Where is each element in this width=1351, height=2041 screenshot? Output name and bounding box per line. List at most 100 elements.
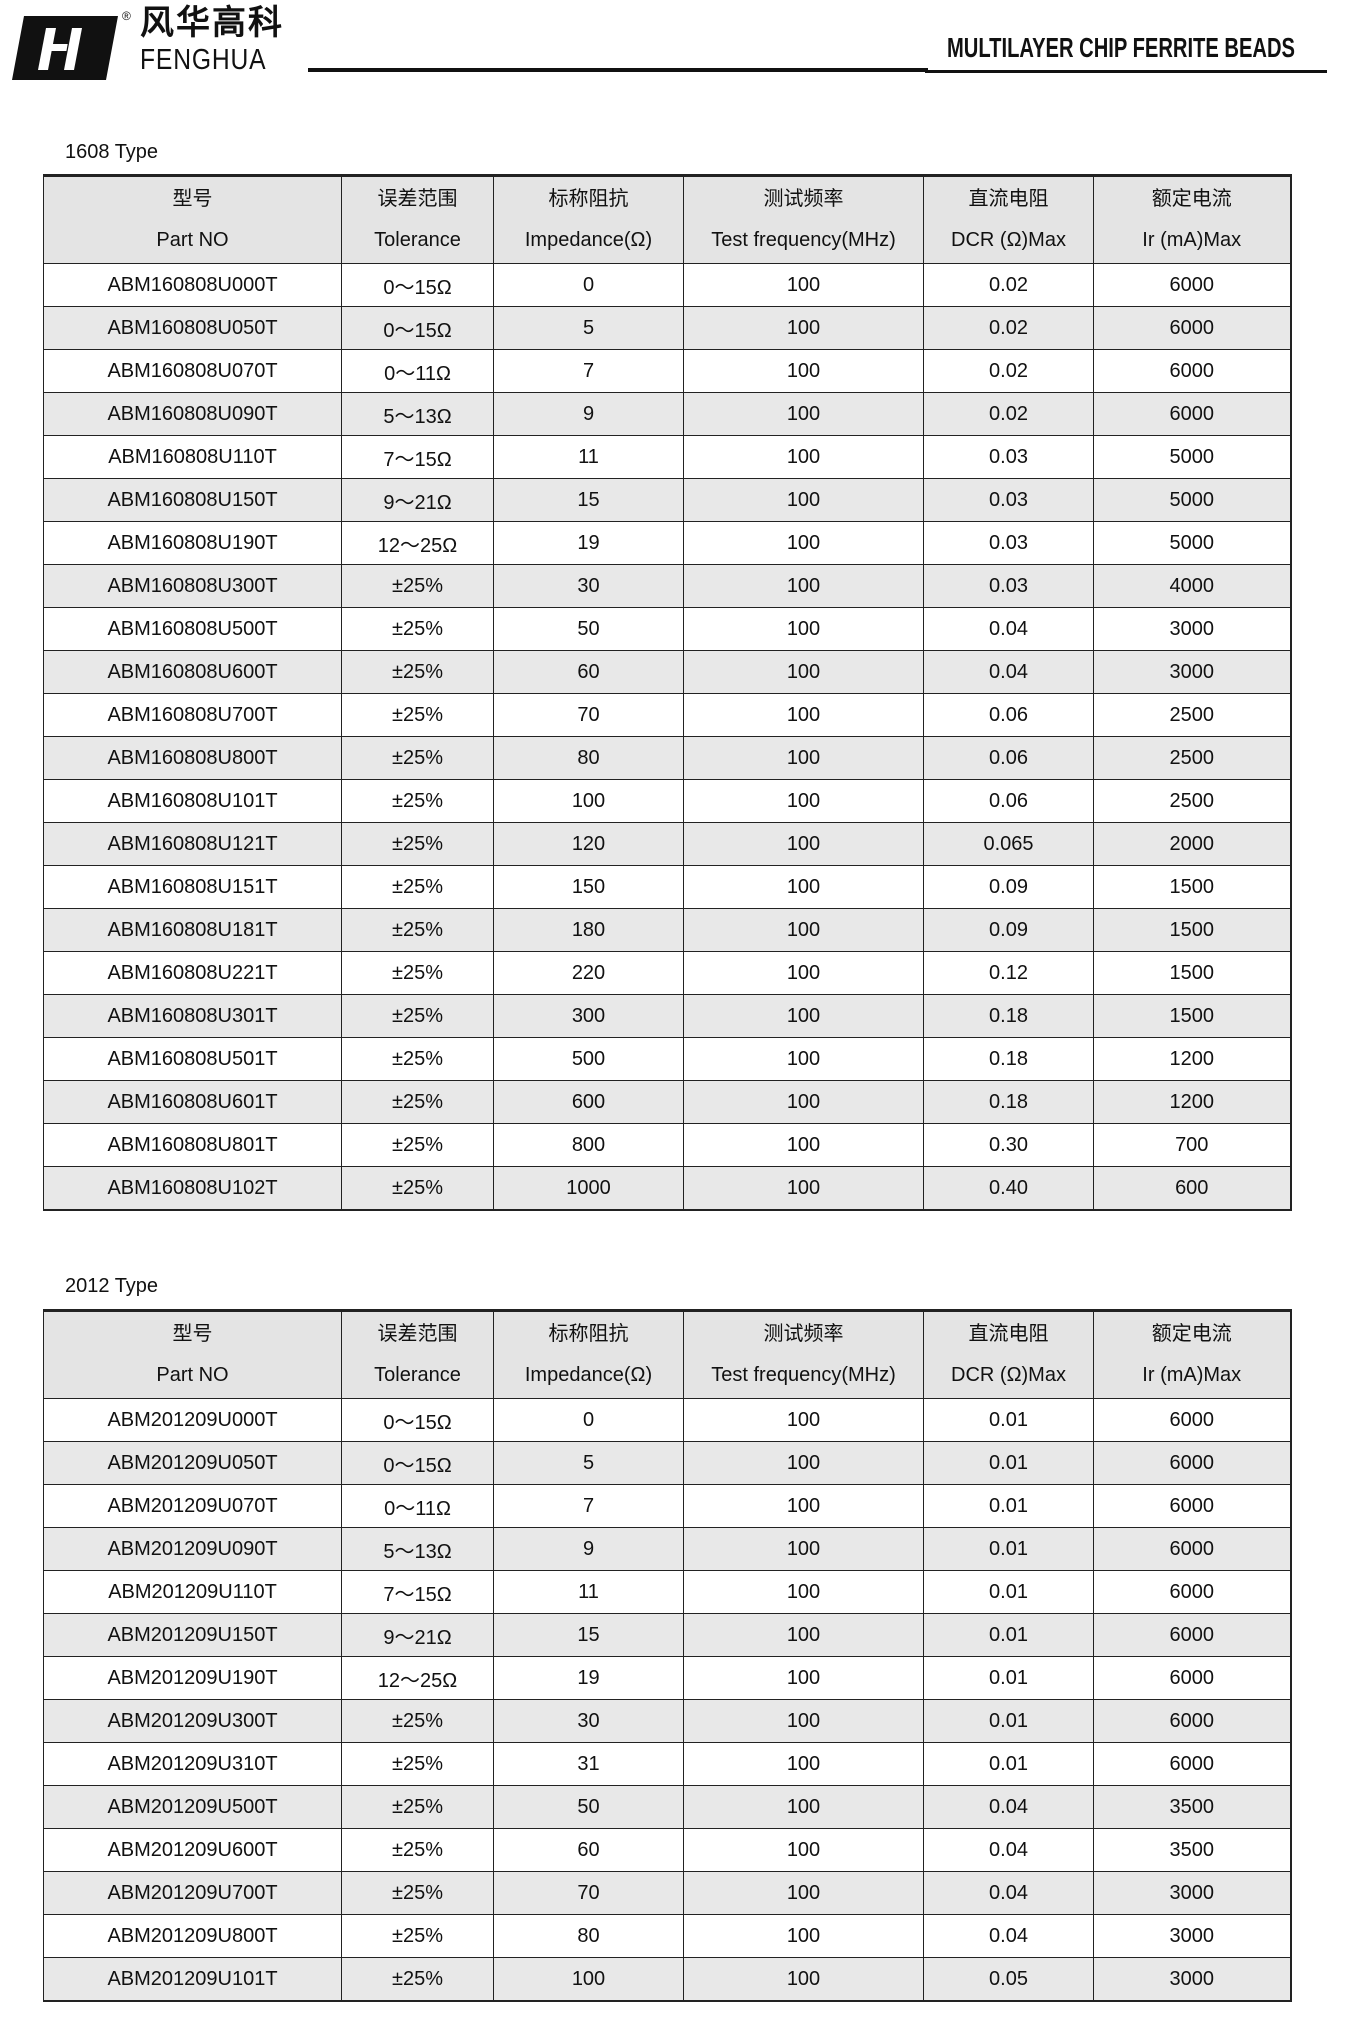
- cell-impedance: 70: [493, 693, 684, 737]
- cell-part-no: ABM201209U190T: [43, 1656, 342, 1700]
- cell-impedance: 80: [493, 736, 684, 780]
- table-row: ABM160808U101T ±25% 100 100 0.06 2500: [43, 779, 1292, 823]
- spec-table-2012: 型号 Part NO 误差范围 Tolerance 标称阻抗 Impedance(Ω) 测试…: [43, 1309, 1292, 2002]
- cell-impedance: 80: [493, 1914, 684, 1958]
- cell-test-frequency: 100: [683, 564, 924, 608]
- column-header-impedance: 标称阻抗 Impedance(Ω): [493, 1309, 684, 1399]
- table-row: ABM160808U500T ±25% 50 100 0.04 3000: [43, 607, 1292, 651]
- table-row: ABM160808U151T ±25% 150 100 0.09 1500: [43, 865, 1292, 909]
- cell-part-no: ABM160808U601T: [43, 1080, 342, 1124]
- cell-tolerance: ±25%: [341, 822, 494, 866]
- cell-part-no: ABM201209U090T: [43, 1527, 342, 1571]
- cell-test-frequency: 100: [683, 478, 924, 522]
- spec-table-1608: 型号 Part NO 误差范围 Tolerance 标称阻抗 Impedance(Ω) 测试…: [43, 174, 1292, 1211]
- column-header-part-no: 型号 Part NO: [43, 1309, 342, 1399]
- cell-part-no: ABM201209U110T: [43, 1570, 342, 1614]
- column-header-dcr: 直流电阻 DCR (Ω)Max: [923, 1309, 1094, 1399]
- header-row: 型号 Part NO 误差范围 Tolerance 标称阻抗 Impedance(Ω) 测试…: [43, 1309, 1292, 1399]
- cell-impedance: 100: [493, 1957, 684, 2002]
- cell-rated-current: 3000: [1093, 1871, 1292, 1915]
- cell-dcr: 0.01: [923, 1484, 1094, 1528]
- cell-rated-current: 6000: [1093, 1613, 1292, 1657]
- cell-impedance: 150: [493, 865, 684, 909]
- cell-rated-current: 3000: [1093, 1957, 1292, 2002]
- cell-tolerance: ±25%: [341, 1914, 494, 1958]
- table-row: ABM201209U090T 5～13Ω 9 100 0.01 6000: [43, 1527, 1292, 1571]
- table-row: ABM160808U501T ±25% 500 100 0.18 1200: [43, 1037, 1292, 1081]
- column-header-cn: 额定电流: [1151, 1323, 1232, 1345]
- column-header-test-frequency: 测试频率 Test frequency(MHz): [683, 174, 924, 264]
- cell-rated-current: 6000: [1093, 392, 1292, 436]
- table-row: ABM160808U300T ±25% 30 100 0.03 4000: [43, 564, 1292, 608]
- cell-rated-current: 3000: [1093, 1914, 1292, 1958]
- table-row: ABM160808U150T 9～21Ω 15 100 0.03 5000: [43, 478, 1292, 522]
- cell-tolerance: ±25%: [341, 1123, 494, 1167]
- cell-impedance: 9: [493, 392, 684, 436]
- cell-test-frequency: 100: [683, 1484, 924, 1528]
- cell-tolerance: 7～15Ω: [341, 435, 494, 479]
- cell-tolerance: ±25%: [341, 1871, 494, 1915]
- table-row: ABM160808U070T 0～11Ω 7 100 0.02 6000: [43, 349, 1292, 393]
- cell-dcr: 0.03: [923, 435, 1094, 479]
- cell-dcr: 0.01: [923, 1742, 1094, 1786]
- cell-test-frequency: 100: [683, 779, 924, 823]
- cell-dcr: 0.18: [923, 1080, 1094, 1124]
- cell-rated-current: 700: [1093, 1123, 1292, 1167]
- column-header-en: Part NO: [156, 1364, 229, 1386]
- cell-tolerance: ±25%: [341, 607, 494, 651]
- cell-part-no: ABM160808U000T: [43, 263, 342, 307]
- cell-dcr: 0.03: [923, 478, 1094, 522]
- cell-tolerance: 0～11Ω: [341, 349, 494, 393]
- table-row: ABM160808U221T ±25% 220 100 0.12 1500: [43, 951, 1292, 995]
- cell-tolerance: ±25%: [341, 951, 494, 995]
- cell-impedance: 60: [493, 650, 684, 694]
- cell-tolerance: ±25%: [341, 1080, 494, 1124]
- cell-part-no: ABM160808U190T: [43, 521, 342, 565]
- column-header-cn: 型号: [172, 1323, 213, 1345]
- cell-impedance: 15: [493, 478, 684, 522]
- cell-test-frequency: 100: [683, 1785, 924, 1829]
- column-header-rated-current: 额定电流 Ir (mA)Max: [1093, 1309, 1292, 1399]
- cell-part-no: ABM201209U700T: [43, 1871, 342, 1915]
- column-header-cn: 测试频率: [763, 1323, 844, 1345]
- cell-tolerance: ±25%: [341, 564, 494, 608]
- cell-impedance: 70: [493, 1871, 684, 1915]
- cell-rated-current: 6000: [1093, 1484, 1292, 1528]
- cell-impedance: 31: [493, 1742, 684, 1786]
- table-row: ABM160808U121T ±25% 120 100 0.065 2000: [43, 822, 1292, 866]
- cell-tolerance: 0～15Ω: [341, 263, 494, 307]
- cell-dcr: 0.04: [923, 1785, 1094, 1829]
- cell-dcr: 0.01: [923, 1570, 1094, 1614]
- cell-test-frequency: 100: [683, 1828, 924, 1872]
- cell-test-frequency: 100: [683, 693, 924, 737]
- cell-dcr: 0.04: [923, 607, 1094, 651]
- table-row: ABM201209U800T ±25% 80 100 0.04 3000: [43, 1914, 1292, 1958]
- cell-rated-current: 1500: [1093, 951, 1292, 995]
- cell-part-no: ABM160808U102T: [43, 1166, 342, 1211]
- cell-impedance: 220: [493, 951, 684, 995]
- cell-rated-current: 6000: [1093, 1699, 1292, 1743]
- cell-rated-current: 600: [1093, 1166, 1292, 1211]
- cell-impedance: 30: [493, 1699, 684, 1743]
- cell-tolerance: ±25%: [341, 650, 494, 694]
- cell-dcr: 0.065: [923, 822, 1094, 866]
- cell-dcr: 0.04: [923, 1828, 1094, 1872]
- cell-test-frequency: 100: [683, 435, 924, 479]
- cell-dcr: 0.01: [923, 1656, 1094, 1700]
- cell-test-frequency: 100: [683, 1656, 924, 1700]
- table-row: ABM160808U000T 0～15Ω 0 100 0.02 6000: [43, 263, 1292, 307]
- table-row: ABM160808U700T ±25% 70 100 0.06 2500: [43, 693, 1292, 737]
- cell-rated-current: 1200: [1093, 1080, 1292, 1124]
- cell-impedance: 50: [493, 607, 684, 651]
- cell-test-frequency: 100: [683, 349, 924, 393]
- cell-rated-current: 3000: [1093, 607, 1292, 651]
- brand-name-chinese: 风华高科: [140, 3, 284, 43]
- cell-test-frequency: 100: [683, 736, 924, 780]
- cell-test-frequency: 100: [683, 865, 924, 909]
- cell-rated-current: 6000: [1093, 1656, 1292, 1700]
- column-header-cn: 型号: [172, 188, 213, 210]
- table-row: ABM201209U190T 12～25Ω 19 100 0.01 6000: [43, 1656, 1292, 1700]
- cell-impedance: 30: [493, 564, 684, 608]
- cell-dcr: 0.01: [923, 1441, 1094, 1485]
